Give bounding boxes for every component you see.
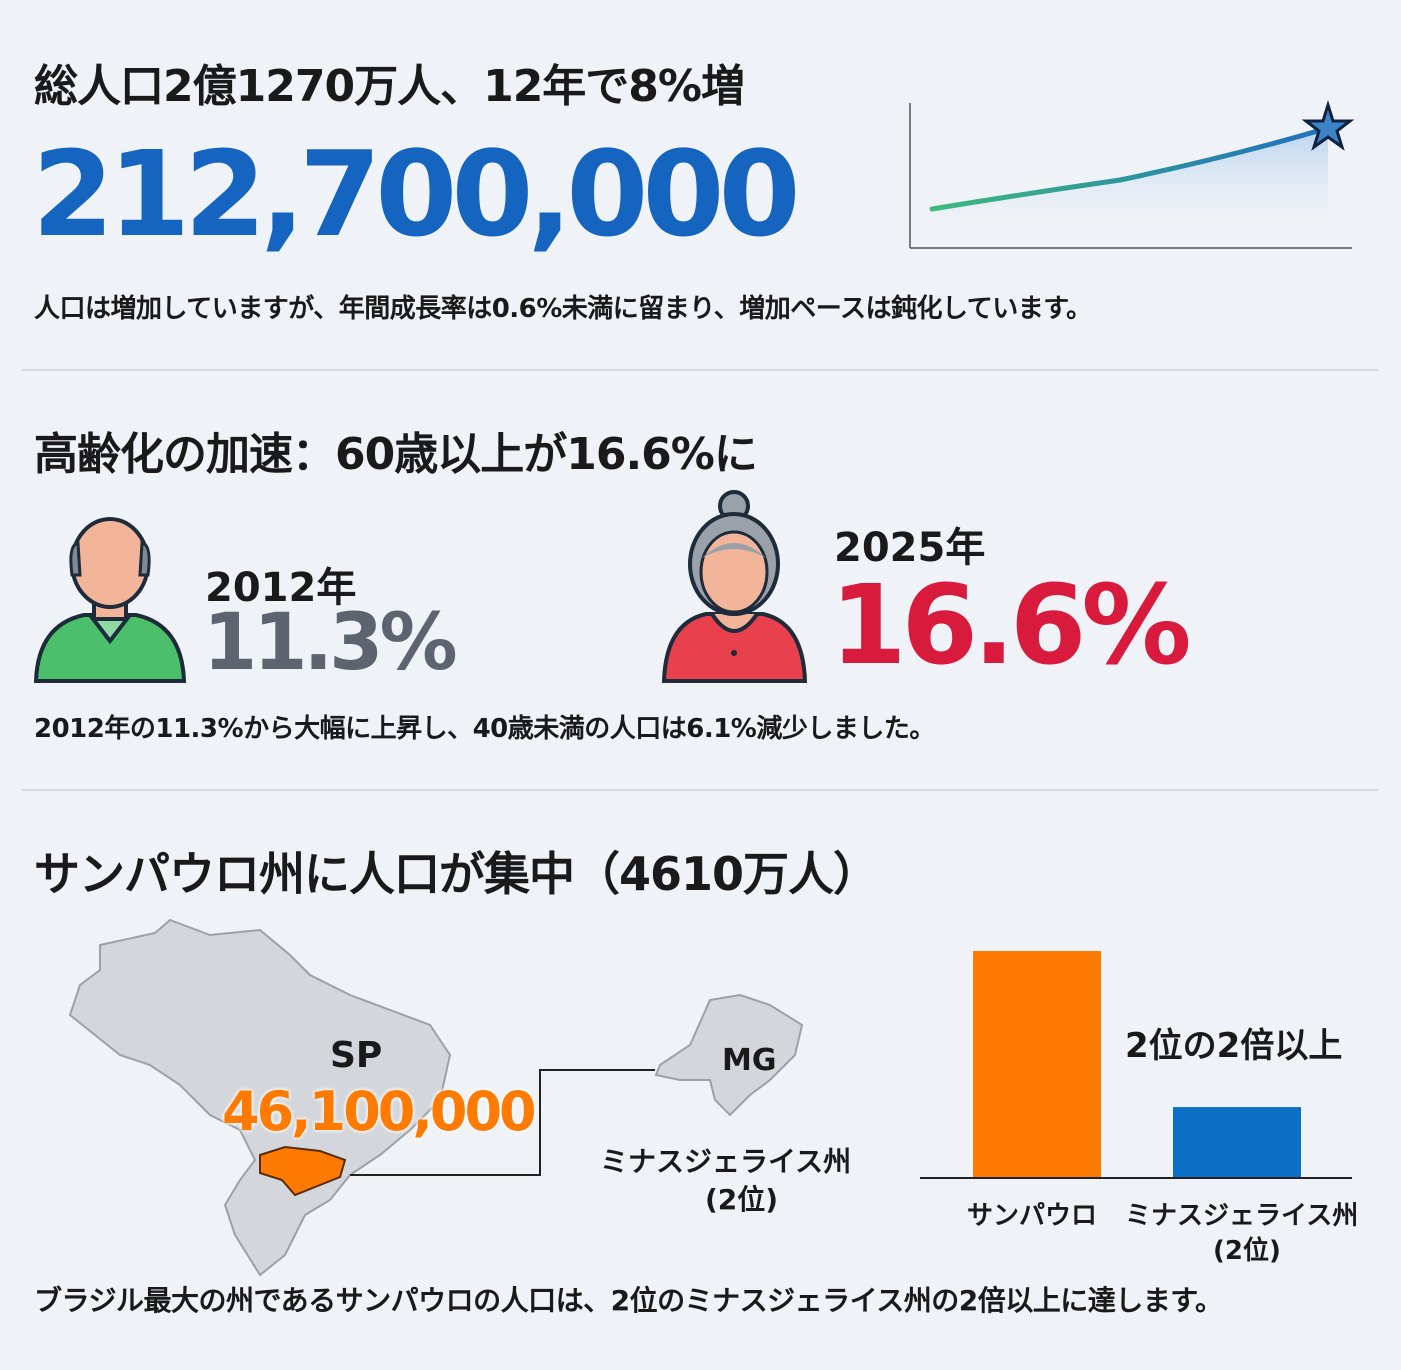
star-icon: [1301, 99, 1355, 151]
section1-description: 人口は増加していますが、年間成長率は0.6%未満に留まり、増加ペースは鈍化してい…: [34, 294, 1092, 324]
year-2012: 2012年: [205, 565, 357, 611]
section1-title: 総人口2億1270万人、12年で8%増: [34, 61, 745, 112]
mg-state-shape: [654, 993, 804, 1117]
share-2025: 16.6%: [830, 561, 1192, 689]
population-trend-chart: [909, 99, 1355, 249]
bar-label-sp: サンパウロ: [967, 1201, 1098, 1231]
year-2025: 2025年: [834, 525, 986, 571]
divider: [22, 369, 1378, 371]
mg-rank: (2位): [705, 1183, 779, 1216]
state-population-bar-chart: [920, 951, 1352, 1179]
brazil-shape: [68, 918, 452, 1277]
bar-label-mg: ミナスジェライス州: [1125, 1201, 1359, 1231]
connector-line: [350, 1069, 655, 1176]
sp-population: 46,100,000: [222, 1080, 537, 1143]
section3-description: ブラジル最大の州であるサンパウロの人口は、2位のミナスジェライス州の2倍以上に達…: [34, 1284, 1223, 1317]
brazil-map: [68, 918, 804, 1277]
share-2012: 11.3%: [203, 598, 458, 688]
mg-label: MG: [722, 1043, 777, 1078]
total-population-number: 212,700,000: [32, 125, 801, 263]
trend-line: [929, 125, 1331, 212]
mg-name: ミナスジェライス州: [600, 1145, 852, 1178]
bar-1: [1173, 1107, 1301, 1178]
sp-state-shape: [259, 1145, 347, 1197]
divider: [22, 789, 1378, 791]
trend-area: [932, 128, 1328, 235]
section3-title: サンパウロ州に人口が集中（4610万人）: [34, 847, 879, 901]
elderly-man-icon: [34, 517, 186, 683]
bar-sublabel-mg: (2位): [1213, 1236, 1281, 1266]
section2-title: 高齢化の加速：60歳以上が16.6%に: [34, 429, 758, 480]
comparison-annotation: 2位の2倍以上: [1125, 1026, 1343, 1066]
section2-description: 2012年の11.3%から大幅に上昇し、40歳未満の人口は6.1%減少しました。: [34, 714, 935, 744]
sp-label: SP: [330, 1035, 383, 1076]
bar-0: [973, 951, 1101, 1178]
elderly-woman-icon: [662, 490, 807, 683]
